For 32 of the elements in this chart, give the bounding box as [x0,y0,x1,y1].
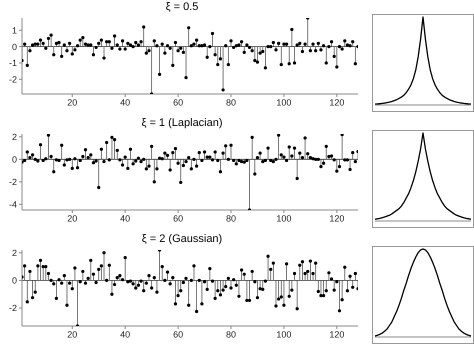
y-tick-label: -2 [8,74,17,84]
y-tick-label: 0 [12,276,17,286]
y-tick-label: 1 [12,25,17,36]
x-tick-label: 20 [67,329,78,340]
x-tick-label: 40 [120,329,130,340]
x-tick-label: 100 [276,329,292,340]
x-tick-label: 40 [120,213,130,224]
x-tick-label: 20 [67,213,78,224]
y-tick-label: 2 [12,132,17,142]
x-tick-label: 100 [276,213,292,224]
x-tick-label: 120 [329,97,344,108]
chart-title: ξ = 1 (Laplacian) [141,117,223,129]
y-tick-label: 0 [12,42,17,52]
x-tick-label: 80 [226,329,236,340]
y-tick-label: 0 [12,154,17,165]
x-tick-label: 120 [329,329,344,340]
x-tick-label: 60 [173,213,184,224]
x-tick-label: 40 [120,97,130,108]
x-tick-label: 80 [226,213,236,224]
y-tick-label: -1 [8,58,17,68]
x-tick-label: 20 [67,97,78,108]
y-tick-label: 2 [12,248,17,258]
x-tick-label: 80 [226,97,236,108]
y-tick-label: -2 [8,177,17,188]
x-tick-label: 60 [173,329,184,340]
x-tick-label: 60 [173,97,184,108]
y-tick-label: -2 [8,303,17,314]
x-tick-label: 120 [329,213,344,224]
x-tick-label: 100 [276,97,292,108]
chart-title: ξ = 0.5 [166,1,198,13]
y-tick-label: -4 [8,200,17,210]
chart-title: ξ = 2 (Gaussian) [142,233,222,245]
